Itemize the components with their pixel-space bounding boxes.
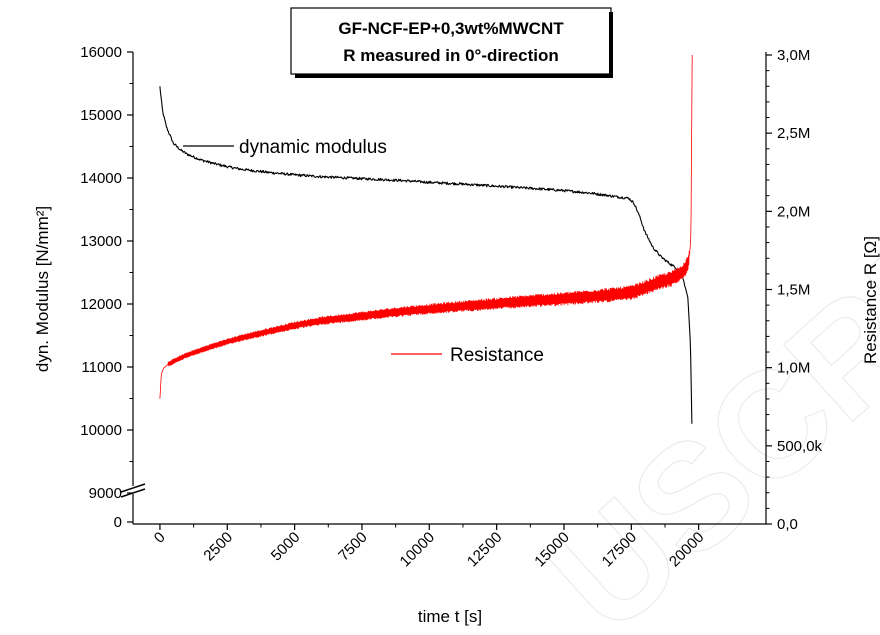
y-left-tick-label: 12000 xyxy=(80,296,122,313)
y-right-tick-label: 1,0M xyxy=(777,360,810,377)
chart-title-box: GF-NCF-EP+0,3wt%MWCNT R measured in 0°-d… xyxy=(290,7,613,78)
legend-label-dynamic-modulus: dynamic modulus xyxy=(239,137,387,158)
legend-dynamic-modulus: dynamic modulus xyxy=(183,137,387,158)
series-line-resistance xyxy=(159,54,693,399)
y-left-tick-label: 15000 xyxy=(80,107,122,124)
y-right-tick-label: 1,5M xyxy=(777,282,810,299)
y-right-tick-label: 2,5M xyxy=(777,125,810,142)
legend-label-resistance: Resistance xyxy=(450,345,544,366)
y-left-tick-label: 9000 xyxy=(89,485,122,502)
x-axis-title: time t [s] xyxy=(418,607,482,626)
y-right-tick-label: 3,0M xyxy=(777,47,810,64)
y-left-tick-label: 10000 xyxy=(80,422,122,439)
chart-title-line-2: R measured in 0°-direction xyxy=(343,46,559,65)
y-left-tick-label: 11000 xyxy=(81,359,122,376)
right-axis-title: Resistance R [Ω] xyxy=(861,236,880,364)
plot-area xyxy=(159,54,693,424)
y-right-tick-label: 500,0k xyxy=(777,438,823,455)
right-axis-ticks: 0,0 500,0k 1,0M 1,5M 2,0M 2,5M 3,0M xyxy=(766,47,823,533)
y-right-tick-label: 0,0 xyxy=(777,516,798,533)
legend-resistance: Resistance xyxy=(391,345,544,366)
series-line-dynamic-modulus xyxy=(159,86,693,424)
y-left-tick-label: 16000 xyxy=(80,44,122,61)
y-right-tick-label: 2,0M xyxy=(777,203,810,220)
left-axis-title: dyn. Modulus [N/mm²] xyxy=(33,206,52,372)
left-axis-ticks: 0 9000 10000 11000 12000 13000 14000 15000 16000 xyxy=(80,44,133,531)
chart-title-line-1: GF-NCF-EP+0,3wt%MWCNT xyxy=(338,19,564,38)
y-left-tick-label: 0 xyxy=(114,514,122,531)
y-left-tick-label: 13000 xyxy=(80,233,122,250)
y-left-tick-label: 14000 xyxy=(80,170,122,187)
